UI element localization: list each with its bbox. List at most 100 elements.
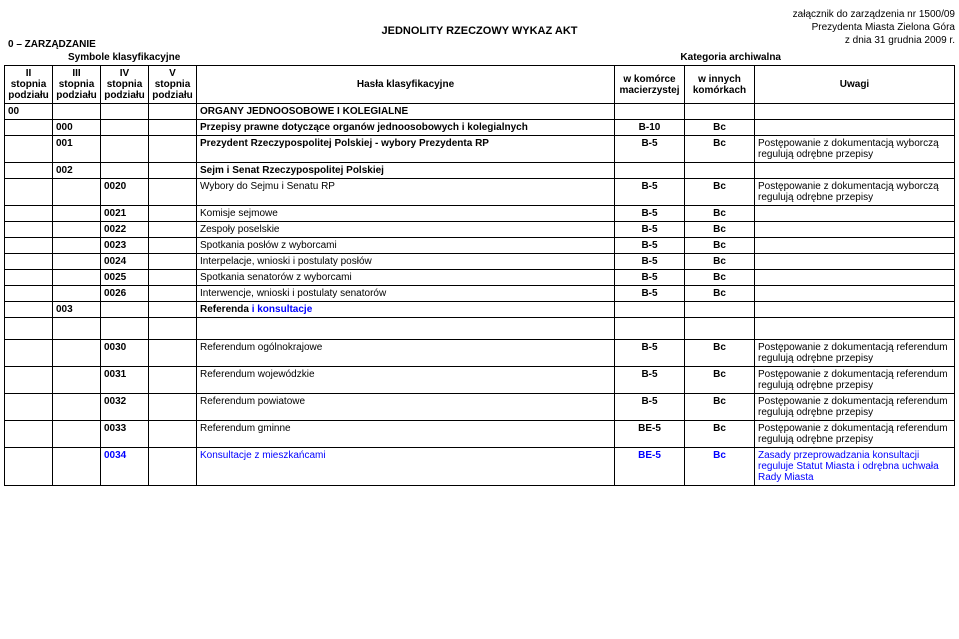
cell-c5: Zespoły poselskie — [197, 222, 615, 238]
cell-c8: Zasady przeprowadzania konsultacji regul… — [755, 448, 955, 486]
cell-c7: Bc — [685, 254, 755, 270]
cell-c3: 0032 — [101, 394, 149, 421]
col-header-innych: w innych komórkach — [685, 66, 755, 104]
cell-c3 — [101, 120, 149, 136]
cell-c6: B-5 — [615, 340, 685, 367]
cell-c8: Postępowanie z dokumentacją wyborczą reg… — [755, 179, 955, 206]
cell-c7: Bc — [685, 206, 755, 222]
cell-c3 — [101, 302, 149, 318]
cell-c8 — [755, 254, 955, 270]
cell-c2 — [53, 206, 101, 222]
cell-c4 — [149, 120, 197, 136]
cell-c4 — [149, 104, 197, 120]
cell-c3: 0022 — [101, 222, 149, 238]
cell-c3: 0023 — [101, 238, 149, 254]
cell-c7: Bc — [685, 367, 755, 394]
cell-c5: Interpelacje, wnioski i postulaty posłów — [197, 254, 615, 270]
spacer-cell — [5, 318, 53, 340]
cell-c2 — [53, 394, 101, 421]
cell-c4 — [149, 206, 197, 222]
cell-c6: B-5 — [615, 270, 685, 286]
col-header-macierzystej: w komórce macierzystej — [615, 66, 685, 104]
table-body: 00ORGANY JEDNOOSOBOWE I KOLEGIALNE000Prz… — [5, 104, 955, 486]
cell-c6: B-5 — [615, 394, 685, 421]
cell-c7: Bc — [685, 238, 755, 254]
cell-c6 — [615, 302, 685, 318]
cell-c1 — [5, 270, 53, 286]
cell-c7 — [685, 104, 755, 120]
cell-c1 — [5, 222, 53, 238]
cell-c5: Referendum wojewódzkie — [197, 367, 615, 394]
cell-c4 — [149, 254, 197, 270]
cell-c7: Bc — [685, 270, 755, 286]
cell-c8: Postępowanie z dokumentacją wyborczą reg… — [755, 136, 955, 163]
cell-c1 — [5, 136, 53, 163]
cell-c4 — [149, 286, 197, 302]
cell-c2: 003 — [53, 302, 101, 318]
table-header-row: II stopnia podziału III stopnia podziału… — [5, 66, 955, 104]
cell-c5: Komisje sejmowe — [197, 206, 615, 222]
cell-c4 — [149, 270, 197, 286]
table-row: 0031Referendum wojewódzkieB-5Bc Postępow… — [5, 367, 955, 394]
cell-c8 — [755, 163, 955, 179]
table-row: 0021Komisje sejmoweB-5Bc — [5, 206, 955, 222]
table-row: 000Przepisy prawne dotyczące organów jed… — [5, 120, 955, 136]
table-row: 002 Sejm i Senat Rzeczypospolitej Polskie… — [5, 163, 955, 179]
cell-c4 — [149, 238, 197, 254]
cell-c5: Przepisy prawne dotyczące organów jednoo… — [197, 120, 615, 136]
col-header-iii: III stopnia podziału — [53, 66, 101, 104]
table-row: 0022Zespoły poselskieB-5Bc — [5, 222, 955, 238]
cell-c5: Wybory do Sejmu i Senatu RP — [197, 179, 615, 206]
table-row: 0032Referendum powiatoweB-5Bc Postępowan… — [5, 394, 955, 421]
cell-c7 — [685, 163, 755, 179]
cell-c3: 0033 — [101, 421, 149, 448]
cell-c7: Bc — [685, 340, 755, 367]
cell-c7: Bc — [685, 448, 755, 486]
cell-c1 — [5, 163, 53, 179]
cell-c8 — [755, 120, 955, 136]
cell-c2: 002 — [53, 163, 101, 179]
cell-c8 — [755, 302, 955, 318]
cell-c7: Bc — [685, 136, 755, 163]
cell-c2 — [53, 448, 101, 486]
cell-c4 — [149, 340, 197, 367]
cell-c8 — [755, 270, 955, 286]
spacer-cell — [197, 318, 615, 340]
col-header-v: V stopnia podziału — [149, 66, 197, 104]
cell-c8 — [755, 286, 955, 302]
table-row: 0024Interpelacje, wnioski i postulaty po… — [5, 254, 955, 270]
cell-c5: Konsultacje z mieszkańcami — [197, 448, 615, 486]
cell-c3: 0021 — [101, 206, 149, 222]
cell-c8: Postępowanie z dokumentacją referendum r… — [755, 394, 955, 421]
cell-c6: B-5 — [615, 367, 685, 394]
cell-c5: Sejm i Senat Rzeczypospolitej Polskiej — [197, 163, 615, 179]
blue-text: i konsultacje — [252, 304, 313, 315]
cell-c8 — [755, 206, 955, 222]
cell-c1 — [5, 367, 53, 394]
col-header-hasla: Hasła klasyfikacyjne — [197, 66, 615, 104]
cell-c5: Spotkania senatorów z wyborcami — [197, 270, 615, 286]
cell-c6: B-5 — [615, 179, 685, 206]
cell-c6: B-5 — [615, 136, 685, 163]
spacer-cell — [53, 318, 101, 340]
cell-c7: Bc — [685, 222, 755, 238]
cell-c7 — [685, 302, 755, 318]
cell-c6: B-5 — [615, 254, 685, 270]
cell-c5: Referenda i konsultacje — [197, 302, 615, 318]
spacer-cell — [101, 318, 149, 340]
cell-c3: 0031 — [101, 367, 149, 394]
table-row — [5, 318, 955, 340]
table-row: 001Prezydent Rzeczypospolitej Polskiej -… — [5, 136, 955, 163]
cell-c5: Spotkania posłów z wyborcami — [197, 238, 615, 254]
cell-c1 — [5, 238, 53, 254]
spacer-cell — [615, 318, 685, 340]
cell-c7: Bc — [685, 421, 755, 448]
table-row: 00ORGANY JEDNOOSOBOWE I KOLEGIALNE — [5, 104, 955, 120]
cell-c5: Referendum gminne — [197, 421, 615, 448]
table-row: 0034Konsultacje z mieszkańcamiBE-5BcZasa… — [5, 448, 955, 486]
table-row: 0023Spotkania posłów z wyborcamiB-5Bc — [5, 238, 955, 254]
cell-c1 — [5, 254, 53, 270]
cell-c5: Interwencje, wnioski i postulaty senator… — [197, 286, 615, 302]
cell-c5: Prezydent Rzeczypospolitej Polskiej - wy… — [197, 136, 615, 163]
cell-c8 — [755, 222, 955, 238]
